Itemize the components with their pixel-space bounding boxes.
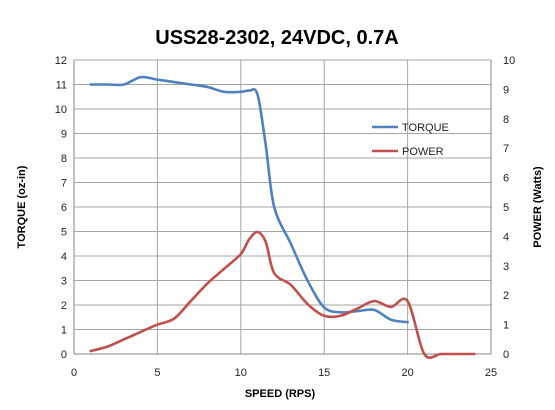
x-tick-label: 15 <box>318 367 330 379</box>
y2-tick-label: 8 <box>503 114 509 126</box>
x-tick-label: 25 <box>485 367 497 379</box>
legend-label-torque: TORQUE <box>402 122 449 134</box>
y-tick-label: 8 <box>61 153 67 165</box>
series-line-torque <box>89 75 409 324</box>
y-tick-label: 3 <box>61 276 67 288</box>
y2-tick-label: 3 <box>503 261 509 273</box>
y-tick-label: 4 <box>61 251 67 263</box>
y-tick-label: 7 <box>61 178 67 190</box>
legend: TORQUE POWER <box>372 122 449 158</box>
y2-tick-label: 1 <box>503 320 509 332</box>
chart-title: USS28-2302, 24VDC, 0.7A <box>155 27 398 49</box>
series-layer <box>89 75 476 360</box>
x-tick-label: 5 <box>154 367 160 379</box>
y2-tick-label: 4 <box>503 231 509 243</box>
y-tick-label: 1 <box>61 325 67 337</box>
y-tick-label: 12 <box>55 55 67 67</box>
x-tick-label: 10 <box>235 367 247 379</box>
y-tick-label: 11 <box>56 80 67 92</box>
y2-tick-label: 9 <box>503 84 509 96</box>
y2-tick-label: 5 <box>503 202 509 214</box>
x-tick-label: 20 <box>401 367 413 379</box>
y2-tick-label: 7 <box>503 143 509 155</box>
grid <box>73 59 492 355</box>
y2-tick-label: 0 <box>503 349 509 361</box>
series-line-power <box>89 230 476 360</box>
y2-tick-label: 10 <box>503 55 515 67</box>
y-tick-label: 0 <box>61 349 67 361</box>
y-tick-label: 9 <box>61 129 67 141</box>
y2-tick-label: 2 <box>503 290 509 302</box>
x-axis-title: SPEED (RPS) <box>245 388 316 400</box>
y-tick-label: 6 <box>61 202 67 214</box>
y-tick-label: 2 <box>61 300 67 312</box>
y-tick-label: 10 <box>55 104 67 116</box>
legend-label-power: POWER <box>402 146 444 158</box>
y-tick-label: 5 <box>61 227 67 239</box>
y2-axis-title: POWER (Watts) <box>532 166 544 248</box>
y2-tick-label: 6 <box>503 173 509 185</box>
x-tick-label: 0 <box>71 367 77 379</box>
y-axis-title: TORQUE (oz-in) <box>16 165 28 248</box>
